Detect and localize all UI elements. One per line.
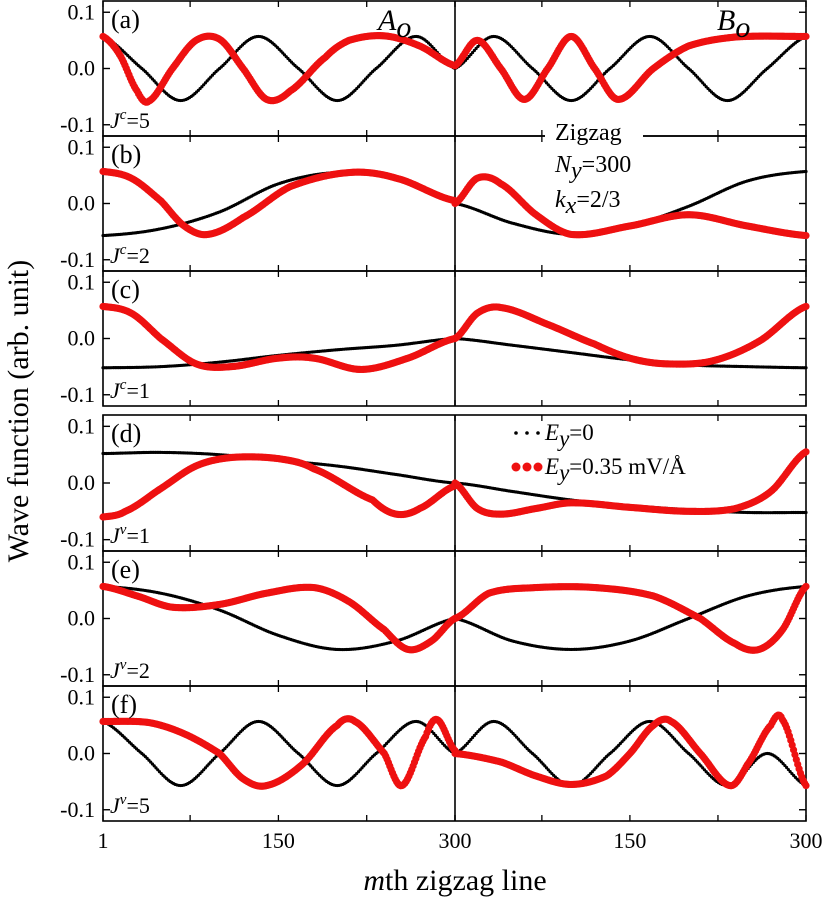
state-label-value: =2 — [126, 243, 149, 268]
panel-label: (b) — [111, 140, 141, 169]
y-tick-label: 0.1 — [68, 549, 96, 574]
y-tick-label: 0.1 — [68, 134, 96, 159]
series-ey035-B — [451, 173, 810, 240]
y-tick-label: -0.1 — [60, 527, 95, 552]
panel-label: (a) — [111, 5, 140, 34]
series-ey0-B-point — [804, 510, 808, 515]
y-tick-label: 0.1 — [68, 269, 96, 294]
y-tick-label: 0.1 — [68, 0, 96, 24]
y-axis-title: Wave function (arb. unit) — [2, 260, 35, 562]
state-label-main: J — [110, 243, 121, 268]
panel-d: 0.1 0.0 -0.1 (d) Jv=1 — [60, 413, 810, 552]
series-ey0-B-point — [804, 366, 808, 370]
state-label-main: J — [110, 108, 121, 133]
series-ey0-B-point — [804, 169, 808, 174]
panel-e: 0.1 0.0 -0.1 (e) Jv=2 — [60, 549, 810, 687]
panel-b: 0.1 0.0 -0.1 (b) Jc=2 — [60, 134, 810, 272]
state-label-main: J — [110, 378, 121, 403]
series-ey035-A — [99, 167, 459, 239]
panel-c: 0.1 0.0 -0.1 (c) Jc=1 — [60, 269, 810, 407]
y-tick-label: -0.1 — [60, 797, 95, 822]
series-ey0-A — [101, 336, 457, 370]
series-ey035-B-point — [802, 302, 810, 311]
state-label-value: =5 — [126, 108, 149, 133]
state-label-value: =1 — [126, 378, 149, 403]
y-tick-label: 0.1 — [68, 684, 96, 709]
state-label-sup: c — [120, 107, 127, 123]
state-label: Jc=5 — [110, 107, 150, 133]
state-label: Jv=1 — [110, 522, 150, 548]
series-ey035-B-point — [802, 32, 810, 41]
series-ey035-B-point — [802, 448, 810, 456]
series-ey035-B-point — [802, 231, 810, 240]
y-tick-label: -0.1 — [60, 382, 95, 407]
state-label: Jc=2 — [110, 242, 150, 268]
state-label-sup: c — [120, 242, 127, 258]
y-tick-label: 0.1 — [68, 413, 96, 438]
panel-label: (e) — [111, 555, 140, 584]
y-tick-label: -0.1 — [60, 662, 95, 687]
series-ey035-A — [99, 453, 459, 521]
series-ey035-B — [451, 32, 810, 104]
state-label-value: =2 — [126, 658, 149, 683]
y-tick-label: 0.0 — [68, 56, 96, 81]
series-ey035-B — [451, 302, 810, 368]
panel-label: (d) — [111, 419, 141, 448]
y-tick-label: 0.0 — [68, 191, 96, 216]
series-ey035-A — [99, 302, 459, 374]
state-label-sup: c — [120, 377, 127, 393]
y-tick-label: 0.0 — [68, 326, 96, 351]
y-tick-label: -0.1 — [60, 112, 95, 137]
series-ey035-A — [99, 582, 459, 654]
state-label: Jc=1 — [110, 377, 150, 403]
series-ey035-A — [99, 32, 459, 106]
y-tick-label: 0.0 — [68, 741, 96, 766]
series-ey035-B-point — [802, 582, 810, 591]
state-label-value: =1 — [126, 523, 149, 548]
y-tick-label: -0.1 — [60, 247, 95, 272]
panel-a: 0.1 0.0 -0.1 (a) Jc=5 — [60, 0, 810, 137]
y-tick-label: 0.0 — [68, 470, 96, 495]
panel-f: 0.10.0-0.1(f)Jv=5 — [60, 684, 810, 822]
state-label: Jv=2 — [110, 657, 150, 683]
y-tick-label: 0.0 — [68, 606, 96, 631]
panel-label: (c) — [111, 275, 140, 304]
series-ey0-A — [101, 584, 457, 652]
